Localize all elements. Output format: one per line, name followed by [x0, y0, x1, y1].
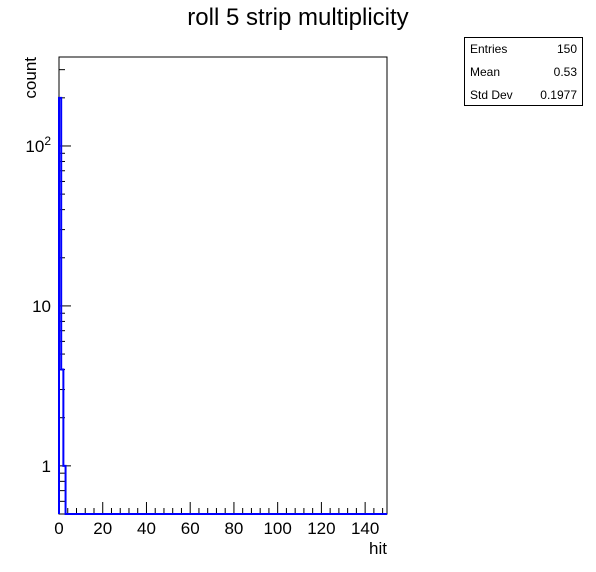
y-axis-label: count [21, 57, 40, 99]
stats-box: Entries 150 Mean 0.53 Std Dev 0.1977 [464, 37, 583, 106]
x-tick-label: 140 [351, 519, 379, 538]
chart-title: roll 5 strip multiplicity [187, 4, 409, 31]
y-tick-label: 1 [42, 457, 51, 476]
histogram-outline [58, 96, 387, 515]
y-tick-label: 102 [25, 134, 51, 156]
stats-row-stddev: Std Dev 0.1977 [470, 86, 577, 104]
x-tick-label: 100 [263, 519, 291, 538]
stats-row-mean: Mean 0.53 [470, 63, 577, 81]
stats-row-entries: Entries 150 [470, 40, 577, 58]
stats-label: Entries [470, 42, 508, 56]
stats-value: 150 [556, 42, 577, 56]
stats-label: Mean [470, 65, 501, 79]
x-tick-label: 80 [224, 519, 243, 538]
stats-value: 0.1977 [540, 88, 577, 102]
x-tick-label: 0 [54, 519, 63, 538]
stats-value: 0.53 [553, 65, 577, 79]
x-tick-label: 120 [307, 519, 335, 538]
x-axis-label: hit [369, 539, 387, 558]
x-tick-label: 20 [93, 519, 112, 538]
x-tick-label: 60 [181, 519, 200, 538]
plot-frame [58, 56, 388, 515]
stats-label: Std Dev [470, 88, 513, 102]
y-tick-label: 10 [32, 297, 51, 316]
x-tick-label: 40 [137, 519, 156, 538]
